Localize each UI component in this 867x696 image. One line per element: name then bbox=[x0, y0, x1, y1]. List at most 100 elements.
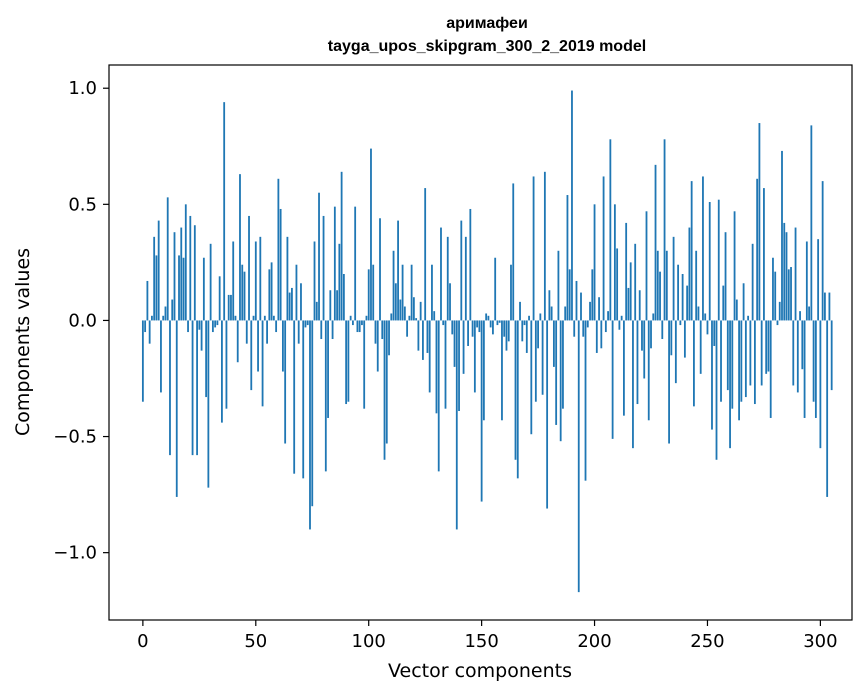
bar bbox=[794, 227, 797, 321]
bar bbox=[151, 315, 153, 321]
y-tick-label: −0.5 bbox=[53, 427, 97, 448]
bar bbox=[575, 280, 578, 321]
bar bbox=[216, 320, 219, 326]
bar bbox=[349, 315, 352, 321]
bar bbox=[555, 320, 558, 425]
bar bbox=[787, 269, 790, 321]
bar bbox=[259, 236, 262, 321]
bar bbox=[830, 320, 833, 391]
bar bbox=[589, 301, 591, 321]
bar bbox=[796, 320, 799, 393]
bar bbox=[704, 313, 707, 321]
bar bbox=[729, 320, 731, 449]
bar bbox=[433, 311, 436, 321]
bar bbox=[227, 294, 230, 321]
bar bbox=[643, 320, 646, 379]
bar bbox=[489, 320, 492, 328]
bar bbox=[442, 320, 445, 326]
bar bbox=[460, 220, 463, 321]
bar bbox=[826, 320, 829, 497]
bar bbox=[435, 320, 438, 414]
bar bbox=[792, 320, 795, 386]
bar bbox=[417, 320, 420, 351]
bar bbox=[772, 257, 774, 321]
bar bbox=[717, 199, 720, 321]
bar bbox=[760, 320, 763, 386]
bar bbox=[625, 222, 628, 321]
bar bbox=[297, 320, 300, 344]
bar bbox=[665, 250, 668, 321]
bar bbox=[656, 250, 659, 321]
bar bbox=[609, 139, 612, 321]
bar bbox=[595, 320, 598, 353]
bar bbox=[783, 222, 786, 321]
x-tick-label: 100 bbox=[352, 631, 386, 652]
bar bbox=[458, 320, 460, 411]
bar bbox=[824, 292, 826, 321]
bar bbox=[426, 320, 429, 353]
bar bbox=[711, 320, 713, 430]
bar bbox=[440, 227, 442, 321]
bar bbox=[408, 315, 411, 321]
bar bbox=[361, 320, 363, 326]
bar bbox=[376, 320, 379, 372]
bar bbox=[482, 320, 485, 421]
bar bbox=[485, 313, 488, 321]
bar bbox=[616, 248, 619, 321]
bar bbox=[632, 320, 634, 449]
bar bbox=[534, 320, 537, 402]
bar bbox=[638, 290, 641, 321]
bar bbox=[693, 320, 695, 407]
bar bbox=[399, 299, 402, 321]
bar bbox=[744, 320, 747, 398]
bar bbox=[663, 139, 666, 321]
bar bbox=[607, 311, 609, 321]
bar bbox=[284, 320, 287, 444]
bar bbox=[437, 320, 440, 472]
x-axis-ticks: 0 50 100 150 200 250 300 bbox=[137, 620, 838, 652]
y-tick-label: −1.0 bbox=[53, 543, 97, 564]
bar bbox=[810, 125, 813, 321]
bar bbox=[803, 320, 806, 418]
bar bbox=[611, 320, 614, 439]
bar bbox=[763, 188, 765, 321]
bar bbox=[699, 320, 702, 374]
x-tick-label: 0 bbox=[137, 631, 148, 652]
bar bbox=[293, 320, 296, 474]
bar bbox=[564, 306, 567, 321]
bar bbox=[288, 292, 291, 321]
bars-group bbox=[141, 90, 833, 593]
bar bbox=[388, 320, 390, 356]
bar bbox=[550, 306, 553, 321]
bar bbox=[512, 183, 515, 321]
bar bbox=[580, 292, 582, 321]
bar bbox=[747, 315, 750, 321]
bar bbox=[677, 264, 680, 321]
bar bbox=[674, 320, 677, 384]
bar bbox=[146, 280, 149, 321]
bar bbox=[503, 320, 506, 337]
bar bbox=[537, 320, 539, 349]
bar bbox=[254, 241, 257, 321]
bar bbox=[412, 297, 415, 321]
bar bbox=[320, 320, 323, 340]
bar bbox=[266, 320, 268, 344]
bar bbox=[487, 315, 490, 321]
bar bbox=[740, 320, 743, 402]
bar bbox=[302, 320, 305, 479]
bar bbox=[148, 320, 151, 344]
y-axis-ticks: −1.0 −0.5 0.0 0.5 1.0 bbox=[53, 78, 109, 564]
bar bbox=[702, 176, 704, 321]
bar bbox=[311, 320, 314, 507]
bar bbox=[234, 315, 237, 321]
bar bbox=[541, 320, 544, 395]
bar bbox=[444, 320, 447, 409]
bar bbox=[336, 290, 338, 321]
bar bbox=[365, 315, 368, 321]
bar bbox=[812, 320, 815, 402]
bar bbox=[600, 320, 603, 349]
bar bbox=[627, 287, 630, 321]
bar bbox=[492, 320, 494, 335]
bar bbox=[532, 176, 535, 321]
